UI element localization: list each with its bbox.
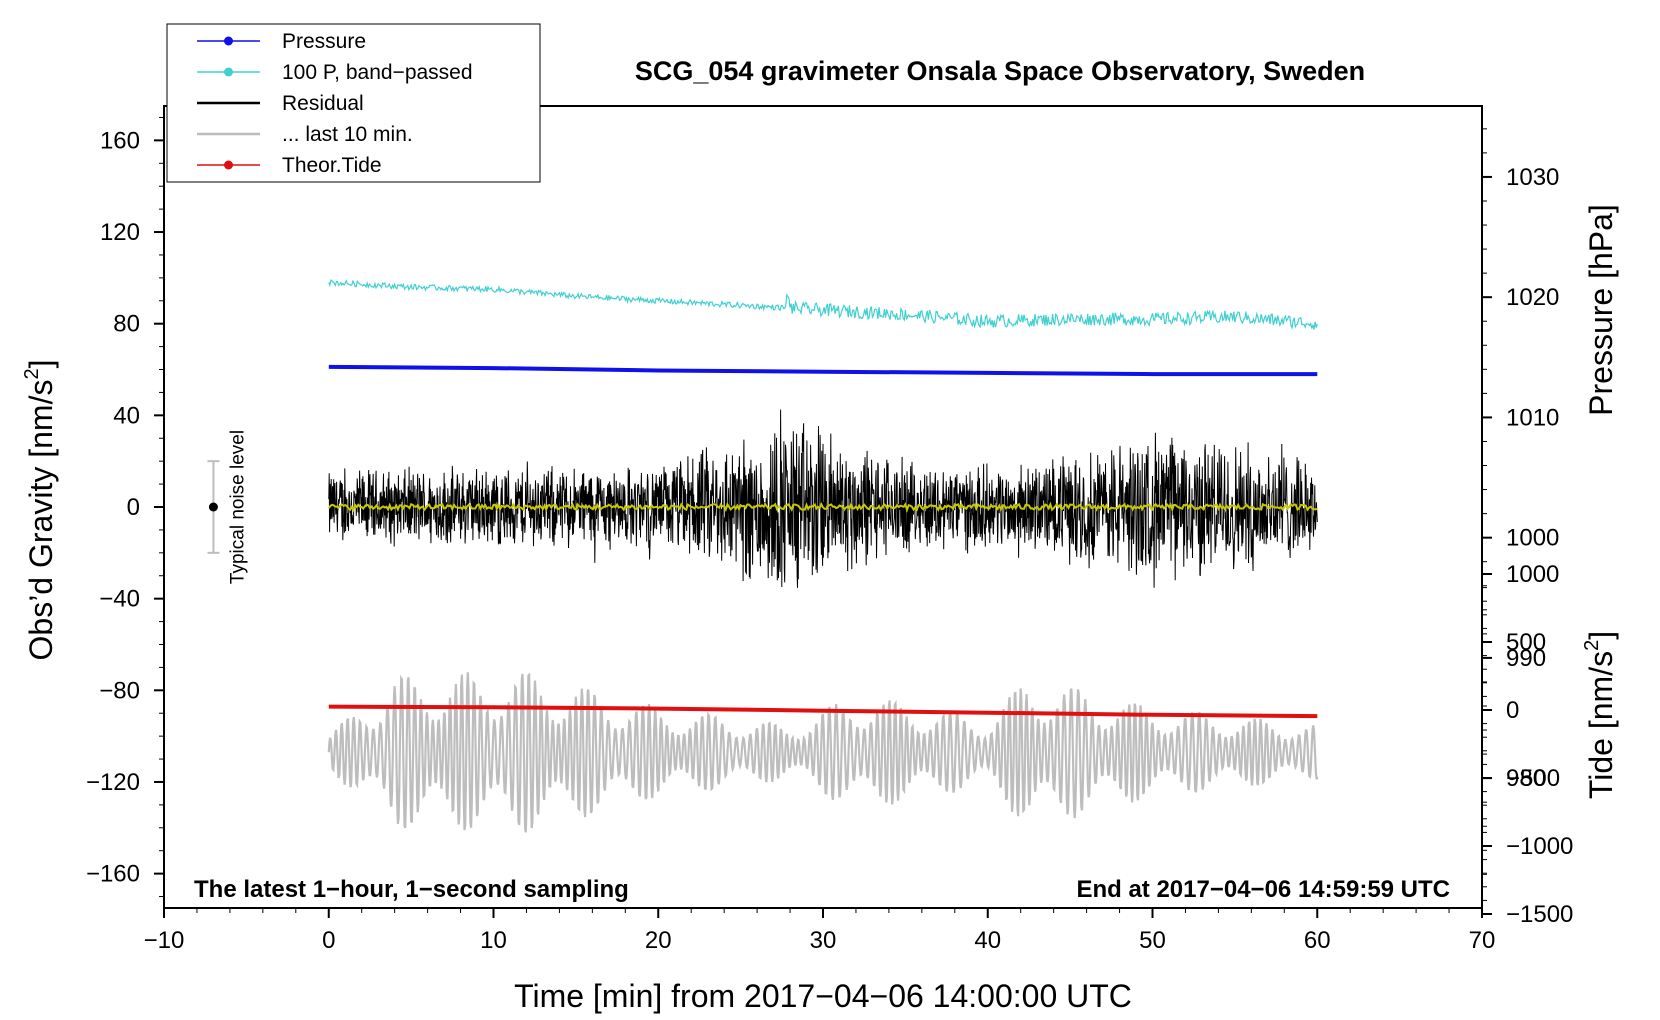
- series-last-10-min: [327, 672, 1319, 833]
- series-theoretical-tide: [328, 704, 1318, 719]
- left-axis-ticks: 160 120 80 40 0 −40 −80 −120 −160: [86, 116, 164, 898]
- x-axis-ticks: −10 0 10 20 30 40 50 60 70: [144, 908, 1496, 954]
- series-residual-smoothed: [327, 501, 1318, 513]
- chart-title: SCG_054 gravimeter Onsala Space Observat…: [635, 56, 1365, 86]
- left-tick-label: −160: [86, 861, 140, 888]
- left-tick-label: −40: [99, 586, 140, 613]
- noise-level-marker: [207, 460, 220, 554]
- x-tick-label: 20: [645, 927, 672, 954]
- annotation-right: End at 2017−04−06 14:59:59 UTC: [1076, 876, 1450, 903]
- x-tick-label: 40: [974, 927, 1001, 954]
- legend-marker: [224, 36, 233, 46]
- x-tick-label: 30: [810, 927, 837, 954]
- left-tick-label: 120: [100, 219, 140, 246]
- series-band-passed-pressure: [328, 278, 1318, 330]
- left-tick-label: −120: [86, 769, 140, 796]
- noise-center-point: [208, 502, 218, 512]
- x-tick-label: 60: [1304, 927, 1331, 954]
- tide-tick-label: −1000: [1506, 833, 1573, 860]
- y-axis-label-tide: Tide [nm/s2]: [1581, 631, 1619, 799]
- tide-tick-label: 0: [1506, 697, 1519, 724]
- x-tick-label: 0: [322, 927, 335, 954]
- pressure-tick-label: 1030: [1506, 164, 1559, 191]
- legend-label: Residual: [282, 92, 364, 115]
- series-layer: [327, 278, 1319, 833]
- pressure-tick-label: 1010: [1506, 404, 1559, 431]
- tide-axis-ticks: 1000 500 0 −500 −1000 −1500: [1482, 561, 1573, 928]
- legend-label: Pressure: [282, 30, 366, 53]
- y-axis-label-left: Obs’d Gravity [nm/s2]: [21, 360, 59, 661]
- left-tick-label: 80: [113, 311, 140, 338]
- noise-level-label: Typical noise level: [227, 430, 248, 584]
- pressure-tick-label: 980: [1506, 765, 1546, 792]
- tide-tick-label: −1500: [1506, 901, 1573, 928]
- tide-tick-label: −500: [1506, 765, 1560, 792]
- legend: Pressure 100 P, band−passed Residual ... la…: [166, 23, 541, 183]
- pressure-tick-label: 990: [1506, 645, 1546, 672]
- legend-label: ... last 10 min.: [282, 123, 413, 146]
- tide-tick-label: 500: [1506, 629, 1546, 656]
- series-residual: [328, 409, 1318, 588]
- annotation-left: The latest 1−hour, 1−second sampling: [194, 876, 629, 903]
- x-tick-label: 70: [1469, 927, 1496, 954]
- legend-marker: [224, 160, 233, 170]
- pressure-tick-label: 1000: [1506, 525, 1559, 552]
- x-tick-label: 50: [1139, 927, 1166, 954]
- pressure-axis-ticks: 1030 1020 1010 1000 990 980: [1482, 128, 1559, 875]
- left-tick-label: 0: [127, 494, 140, 521]
- x-tick-label: −10: [144, 927, 185, 954]
- tide-tick-label: 1000: [1506, 561, 1559, 588]
- x-axis-label: Time [min] from 2017−04−06 14:00:00 UTC: [514, 978, 1132, 1014]
- left-tick-label: −80: [99, 677, 140, 704]
- left-tick-label: 160: [100, 127, 140, 154]
- pressure-tick-label: 1020: [1506, 284, 1559, 311]
- legend-marker: [224, 67, 233, 77]
- legend-label: Theor.Tide: [282, 154, 382, 177]
- left-tick-label: 40: [113, 402, 140, 429]
- x-tick-label: 10: [480, 927, 507, 954]
- series-pressure: [328, 364, 1318, 377]
- legend-label: 100 P, band−passed: [282, 61, 473, 84]
- y-axis-label-pressure: Pressure [hPa]: [1583, 204, 1619, 416]
